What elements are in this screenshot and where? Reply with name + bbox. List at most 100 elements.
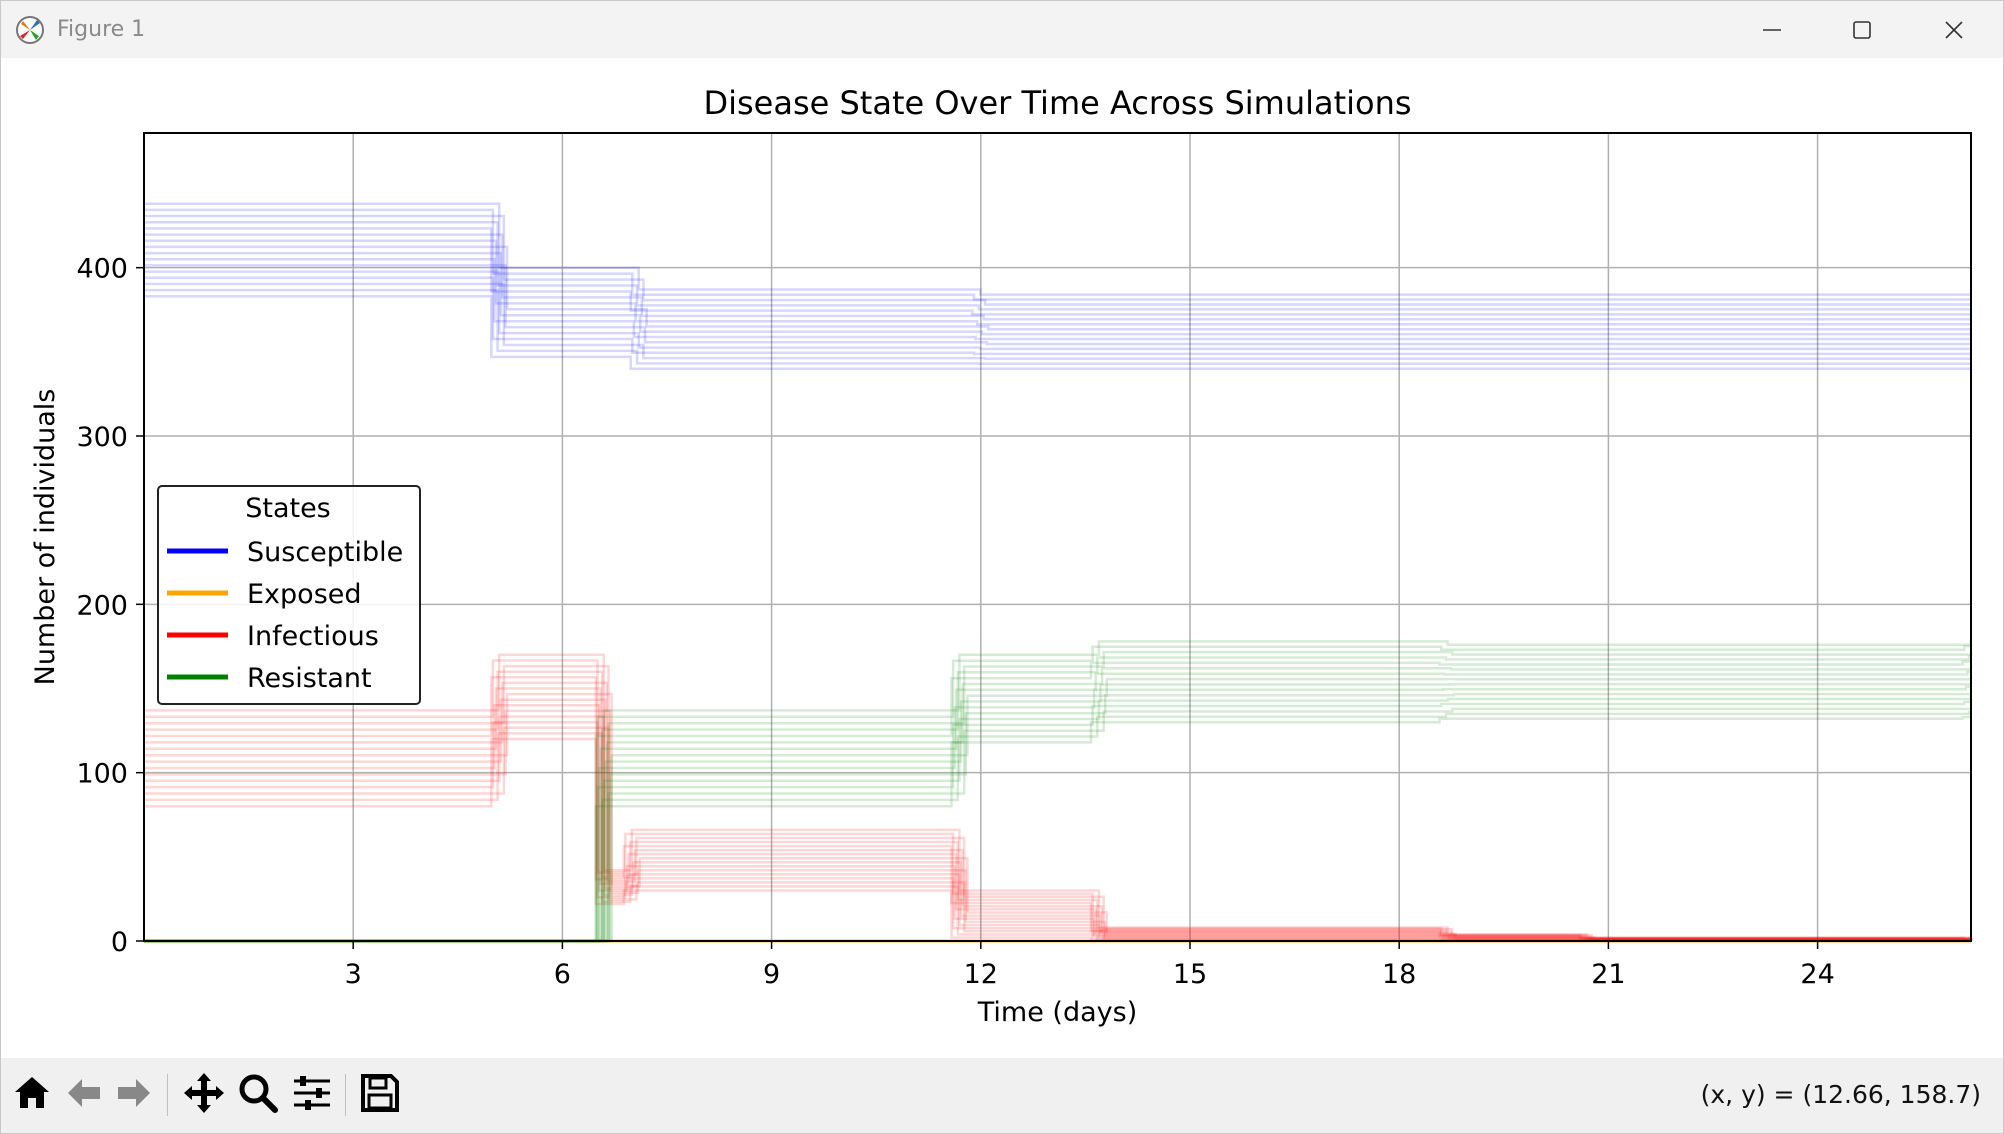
legend-entry-infectious: Infectious <box>167 621 379 652</box>
save-button[interactable] <box>355 1070 405 1120</box>
simulation-trace <box>144 251 1971 336</box>
x-tick-label: 21 <box>1591 959 1625 990</box>
minimize-button[interactable] <box>1726 1 1818 58</box>
minimize-icon <box>1761 19 1783 41</box>
simulation-trace <box>144 220 1971 311</box>
close-button[interactable] <box>1908 1 2000 58</box>
y-tick-label: 400 <box>76 254 128 285</box>
arrow-right-icon <box>114 1073 154 1117</box>
simulation-trace <box>144 227 1971 316</box>
simulation-trace <box>144 664 1973 940</box>
toolbar-separator <box>345 1074 346 1116</box>
x-axis-label: Time (days) <box>977 997 1137 1028</box>
simulation-trace <box>144 685 1971 943</box>
simulation-trace <box>144 681 1973 941</box>
simulation-trace <box>144 233 1971 321</box>
simulation-trace <box>144 676 1973 943</box>
move-arrows-icon <box>182 1071 226 1119</box>
chart-svg: 3 6 9 12 15 18 21 24 0 100 200 300 400 Disease State… <box>30 84 1973 1028</box>
x-tick-label: 18 <box>1382 959 1416 990</box>
simulation-trace <box>144 666 1973 943</box>
simulation-trace <box>144 670 1971 941</box>
legend-label: Infectious <box>247 621 379 652</box>
floppy-disk-icon <box>360 1073 400 1117</box>
simulation-trace <box>144 214 1971 306</box>
configure-subplots-button[interactable] <box>287 1070 337 1120</box>
series-infectious <box>144 653 1973 943</box>
legend-entry-exposed: Exposed <box>167 579 362 610</box>
y-tick-label: 200 <box>76 590 128 621</box>
simulation-trace <box>144 264 1971 346</box>
legend-label: Susceptible <box>247 537 403 568</box>
axes-frame <box>143 132 1972 942</box>
home-button[interactable] <box>7 1070 57 1120</box>
legend-entries: Susceptible Exposed Infectious Resistant <box>167 537 403 694</box>
simulation-trace <box>144 276 1971 356</box>
series-susceptible <box>144 202 1971 370</box>
simulation-trace <box>144 660 1971 943</box>
simulation-trace <box>144 282 1971 361</box>
y-axis-label: Number of individuals <box>30 389 61 686</box>
simulation-trace <box>144 659 1971 941</box>
simulation-trace <box>144 655 1971 943</box>
home-icon <box>12 1073 52 1117</box>
window-title: Figure 1 <box>57 17 146 42</box>
ticks: 3 6 9 12 15 18 21 24 0 100 200 300 400 <box>76 254 1834 990</box>
simulation-trace <box>144 270 1971 351</box>
simulation-trace <box>144 208 1971 301</box>
forward-button[interactable] <box>109 1070 159 1120</box>
legend[interactable]: States Susceptible Exposed Infectious Resis… <box>157 485 421 705</box>
back-button[interactable] <box>59 1070 109 1120</box>
simulation-trace <box>144 698 1973 941</box>
cursor-coordinates: (x, y) = (12.66, 158.7) <box>1700 1080 1981 1109</box>
y-tick-label: 0 <box>111 927 128 958</box>
x-tick-label: 6 <box>554 959 571 990</box>
legend-label: Resistant <box>247 663 372 694</box>
x-tick-label: 12 <box>964 959 998 990</box>
simulation-trace <box>144 681 1973 943</box>
maximize-button[interactable] <box>1816 1 1908 58</box>
legend-entry-susceptible: Susceptible <box>167 537 403 568</box>
simulation-trace <box>144 650 1973 943</box>
legend-label: Exposed <box>247 579 362 610</box>
simulation-trace <box>144 700 1971 943</box>
x-tick-label: 15 <box>1173 959 1207 990</box>
simulation-trace <box>144 691 1973 943</box>
simulation-trace <box>144 715 1971 943</box>
zoom-button[interactable] <box>233 1070 283 1120</box>
pan-button[interactable] <box>179 1070 229 1120</box>
grid <box>144 133 1971 942</box>
maximize-icon <box>1851 19 1873 41</box>
simulation-trace <box>144 692 1973 941</box>
x-tick-label: 9 <box>763 959 780 990</box>
simulation-trace <box>144 704 1971 942</box>
simulation-trace <box>144 695 1972 943</box>
legend-box <box>157 485 421 705</box>
sliders-icon <box>291 1072 333 1118</box>
simulation-trace <box>144 709 1973 942</box>
matplotlib-logo-icon <box>15 15 45 45</box>
figure-canvas[interactable]: 3 6 9 12 15 18 21 24 0 100 200 300 400 Disease State… <box>1 58 2003 1058</box>
simulation-trace <box>144 239 1971 326</box>
toolbar-separator <box>167 1074 168 1116</box>
chart-title: Disease State Over Time Across Simulatio… <box>703 84 1411 122</box>
x-tick-label: 24 <box>1800 959 1834 990</box>
y-tick-label: 100 <box>76 759 128 790</box>
simulation-trace <box>144 202 1971 296</box>
legend-title: States <box>245 493 331 524</box>
simulation-trace <box>144 288 1971 365</box>
simulation-trace <box>144 687 1971 942</box>
simulation-trace <box>144 676 1971 942</box>
simulation-trace <box>144 670 1971 943</box>
simulation-trace <box>144 645 1971 943</box>
simulation-trace <box>144 707 1973 943</box>
simulation-trace <box>144 245 1971 331</box>
close-icon <box>1943 19 1965 41</box>
simulation-trace <box>144 653 1972 941</box>
arrow-left-icon <box>64 1073 104 1117</box>
x-tick-label: 3 <box>345 959 362 990</box>
title-bar[interactable]: Figure 1 <box>1 1 2003 58</box>
simulation-trace <box>144 258 1971 341</box>
simulation-trace <box>144 295 1971 370</box>
